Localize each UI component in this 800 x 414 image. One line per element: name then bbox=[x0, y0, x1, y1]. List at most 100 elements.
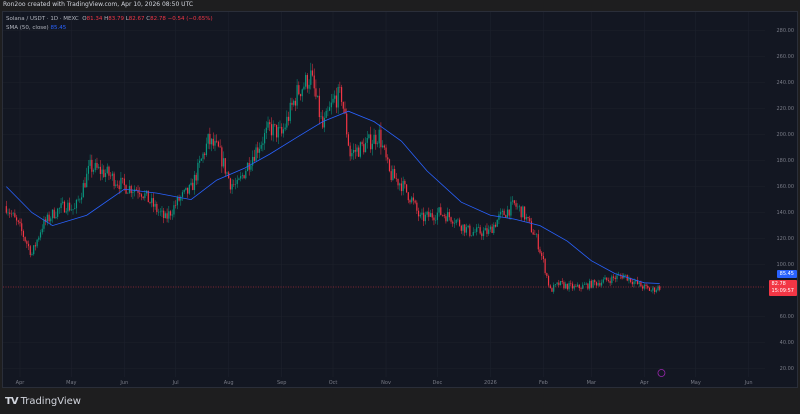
candle-body bbox=[267, 122, 269, 128]
candle-body bbox=[544, 259, 546, 274]
candle-body bbox=[645, 284, 647, 286]
candle-body bbox=[187, 187, 189, 194]
candle-body bbox=[412, 197, 415, 201]
candle-body bbox=[181, 192, 184, 197]
candle-body bbox=[180, 196, 182, 201]
candle-body bbox=[571, 283, 574, 289]
candle-body bbox=[116, 184, 119, 186]
candle-body bbox=[144, 193, 146, 199]
candle-body bbox=[585, 283, 587, 285]
candle-body bbox=[530, 221, 533, 233]
candle-body bbox=[607, 280, 610, 281]
candle-body bbox=[318, 95, 320, 118]
candle-body bbox=[178, 197, 180, 201]
price-tick: 260.00 bbox=[776, 53, 795, 60]
candle-body bbox=[199, 160, 201, 163]
candle-body bbox=[535, 234, 538, 235]
candle-body bbox=[77, 199, 79, 201]
candle-body bbox=[176, 197, 178, 206]
candle-body bbox=[563, 282, 565, 289]
candle-body bbox=[494, 224, 497, 227]
candle-body bbox=[84, 183, 86, 188]
candle-body bbox=[193, 174, 196, 191]
candle-body bbox=[50, 218, 52, 222]
change-value: −0.54 (−0.65%) bbox=[167, 16, 213, 22]
candle-body bbox=[269, 122, 271, 125]
candle-body bbox=[277, 127, 279, 138]
candle-body bbox=[537, 234, 539, 250]
candle-body bbox=[435, 219, 437, 221]
candle-body bbox=[60, 203, 62, 209]
candle-body bbox=[188, 185, 190, 194]
candle-body bbox=[142, 196, 144, 199]
candle-body bbox=[402, 180, 404, 192]
candle-body bbox=[648, 287, 651, 291]
low-value: 82.67 bbox=[128, 16, 145, 22]
sma-row: SMA (50, close) 85.45 bbox=[6, 24, 213, 33]
candle-body bbox=[168, 211, 170, 219]
candle-body bbox=[294, 100, 296, 106]
candle-body bbox=[31, 254, 33, 255]
candle-body bbox=[419, 214, 421, 217]
candle-body bbox=[522, 206, 524, 218]
candle-body bbox=[216, 140, 218, 142]
candle-body bbox=[287, 116, 290, 121]
candle-body bbox=[43, 219, 45, 229]
close-label: C bbox=[146, 16, 151, 22]
sma-label[interactable]: SMA (50, close) bbox=[6, 25, 49, 31]
time-tick: Nov bbox=[381, 380, 391, 386]
symbol-label[interactable]: Solana / USDT · 1D · MEXC bbox=[6, 16, 79, 22]
candle-body bbox=[219, 146, 221, 148]
candle-body bbox=[113, 173, 115, 186]
candle-body bbox=[94, 162, 96, 171]
candle-body bbox=[209, 133, 211, 145]
candle-body bbox=[212, 138, 214, 146]
candle-body bbox=[363, 144, 365, 153]
candle-body bbox=[438, 207, 440, 213]
candle-body bbox=[592, 280, 594, 288]
close-value: 82.78 bbox=[150, 16, 166, 22]
candle-body bbox=[252, 156, 254, 166]
candle-body bbox=[441, 215, 444, 216]
candle-body bbox=[616, 275, 618, 280]
time-tick: Dec bbox=[432, 380, 443, 386]
chart-pane[interactable] bbox=[2, 11, 798, 388]
candle-body bbox=[69, 202, 71, 211]
candle-body bbox=[41, 228, 43, 233]
candle-body bbox=[284, 127, 286, 130]
candle-body bbox=[303, 86, 305, 90]
time-tick: Oct bbox=[328, 380, 338, 386]
candle-body bbox=[197, 162, 199, 181]
candle-body bbox=[429, 213, 432, 217]
candle-body bbox=[241, 175, 243, 177]
candle-body bbox=[346, 113, 348, 135]
tradingview-logo[interactable]: TV TradingView bbox=[5, 396, 81, 407]
candle-body bbox=[370, 134, 372, 150]
candle-body bbox=[320, 116, 322, 118]
candle-body bbox=[156, 204, 158, 212]
candle-body bbox=[80, 197, 83, 200]
price-tick: 180.00 bbox=[776, 157, 795, 164]
sma-value: 85.45 bbox=[50, 25, 67, 31]
candle-body bbox=[445, 216, 447, 222]
candle-body bbox=[173, 205, 175, 215]
candle-body bbox=[185, 187, 187, 190]
candle-body bbox=[489, 226, 491, 230]
candle-body bbox=[308, 84, 310, 89]
candle-body bbox=[375, 134, 377, 145]
candle-body bbox=[505, 215, 507, 218]
candle-body bbox=[376, 143, 379, 145]
candle-body bbox=[296, 85, 298, 106]
candle-body bbox=[91, 159, 93, 172]
candle-body bbox=[253, 156, 255, 161]
candle-body bbox=[655, 290, 657, 292]
candle-body bbox=[524, 206, 526, 220]
candle-body bbox=[10, 213, 13, 215]
candle-body bbox=[289, 102, 291, 121]
candle-body bbox=[631, 281, 633, 285]
candle-body bbox=[139, 192, 141, 195]
candle-body bbox=[382, 145, 384, 148]
candle-body bbox=[157, 211, 160, 213]
candle-body bbox=[409, 200, 411, 203]
candle-body bbox=[21, 223, 23, 232]
